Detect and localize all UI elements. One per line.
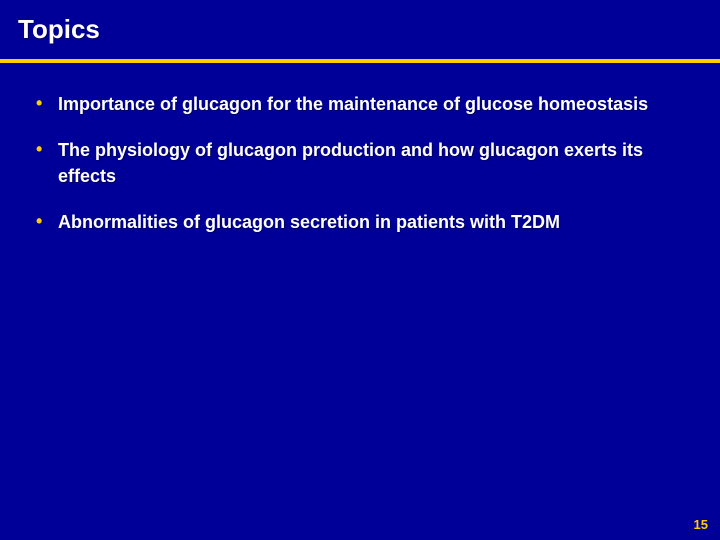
slide-title: Topics <box>18 14 720 45</box>
bullet-icon: • <box>36 209 58 233</box>
bullet-text: Abnormalities of glucagon secretion in p… <box>58 209 680 235</box>
title-region: Topics <box>0 0 720 53</box>
bullet-list: • Importance of glucagon for the mainten… <box>36 91 680 235</box>
slide: Topics • Importance of glucagon for the … <box>0 0 720 540</box>
bullet-icon: • <box>36 137 58 161</box>
bullet-text: Importance of glucagon for the maintenan… <box>58 91 680 117</box>
bullet-text: The physiology of glucagon production an… <box>58 137 680 189</box>
bullet-icon: • <box>36 91 58 115</box>
content-area: • Importance of glucagon for the mainten… <box>0 63 720 235</box>
list-item: • The physiology of glucagon production … <box>36 137 680 189</box>
page-number: 15 <box>694 517 708 532</box>
list-item: • Abnormalities of glucagon secretion in… <box>36 209 680 235</box>
list-item: • Importance of glucagon for the mainten… <box>36 91 680 117</box>
